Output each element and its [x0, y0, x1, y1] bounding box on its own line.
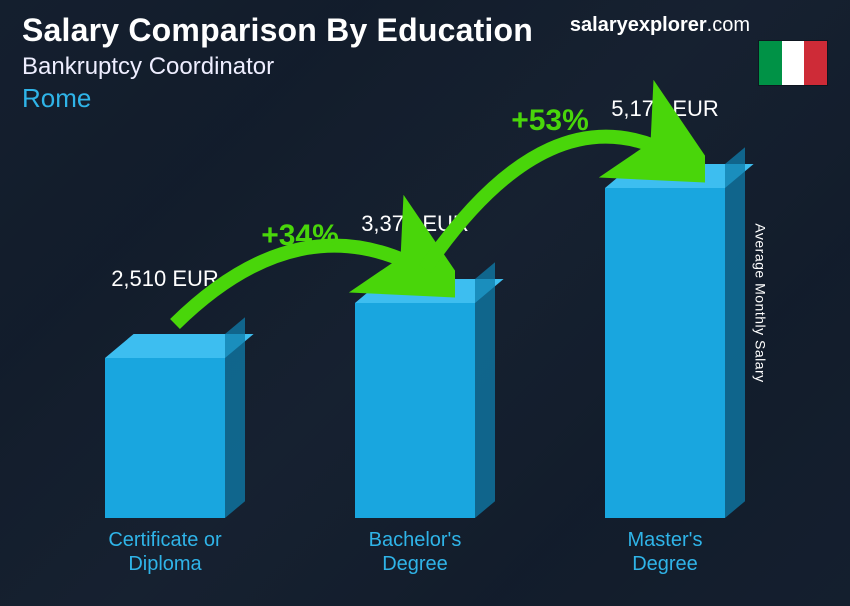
bar-front [355, 303, 475, 518]
bar-front [105, 358, 225, 518]
bar-column: 2,510 EUR Certificate orDiploma [53, 266, 278, 576]
bar [105, 358, 225, 518]
brand-suffix: .com [707, 14, 750, 36]
chart-subtitle: Bankruptcy Coordinator [22, 53, 828, 81]
flag-stripe [782, 41, 805, 85]
bar-front [605, 188, 725, 518]
brand-logo: salaryexplorer.com [570, 14, 750, 37]
country-flag-italy [758, 40, 828, 86]
bar-value-label: 5,170 EUR [611, 96, 719, 122]
bar-value-label: 3,370 EUR [361, 211, 469, 237]
flag-stripe [804, 41, 827, 85]
bar-column: 3,370 EUR Bachelor'sDegree [303, 211, 528, 576]
bar-chart: 2,510 EUR Certificate orDiploma 3,370 EU… [40, 150, 790, 576]
bar-column: 5,170 EUR Master'sDegree [553, 96, 778, 576]
bar-side [475, 262, 495, 518]
bar-category-label: Certificate orDiploma [108, 528, 221, 576]
bar-value-label: 2,510 EUR [111, 266, 219, 292]
bar-category-label: Master'sDegree [628, 528, 703, 576]
bar-category-label: Bachelor'sDegree [369, 528, 462, 576]
bar-side [225, 317, 245, 518]
bar [355, 303, 475, 518]
flag-stripe [759, 41, 782, 85]
bar-side [725, 147, 745, 518]
brand-name: salaryexplorer [570, 14, 707, 36]
bar [605, 188, 725, 518]
